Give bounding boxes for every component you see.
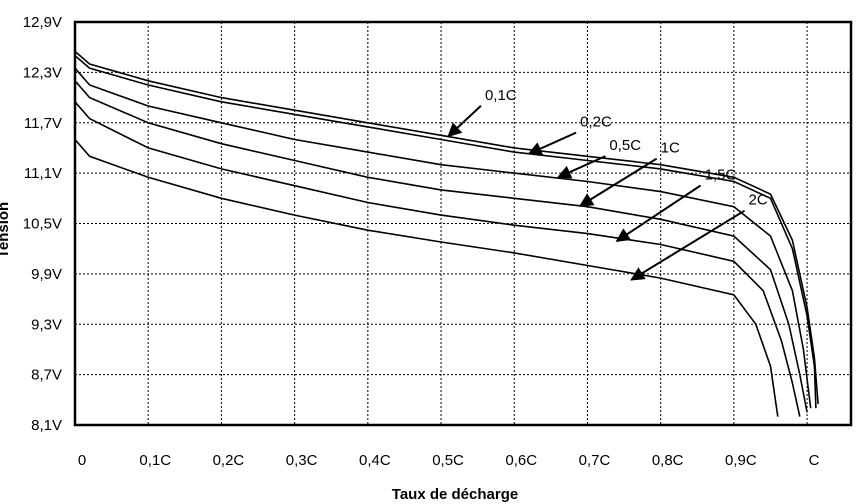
- x-axis-title: Taux de décharge: [392, 486, 518, 503]
- series-label-1: 0,1C: [485, 87, 517, 104]
- x-tick-label: 0,5C: [432, 452, 464, 469]
- x-tick-labels: 0 0,1C 0,2C 0,3C 0,4C 0,5C 0,6C 0,7C 0,8C 0,9C C: [78, 452, 820, 469]
- y-tick-label: 10,5V: [23, 216, 62, 233]
- series-label-4: 1C: [661, 140, 680, 157]
- x-tick-label: 0: [78, 452, 86, 469]
- series-labels: 0,1C 0,2C 0,5C 1C 1,5C 2C: [447, 87, 768, 281]
- series-arrow-4: [578, 157, 658, 207]
- x-tick-label: 0,9C: [725, 452, 757, 469]
- plot-frame: [73, 20, 853, 427]
- y-tick-label: 8,7V: [31, 367, 62, 384]
- series-label-3: 0,5C: [609, 137, 641, 154]
- x-tick-label: 0,7C: [579, 452, 611, 469]
- y-tick-label: 11,7V: [24, 115, 62, 132]
- x-tick-label: 0,3C: [286, 452, 318, 469]
- series-arrow-2: [527, 131, 577, 156]
- y-axis-title: Tension: [0, 202, 12, 258]
- grid: [75, 22, 851, 425]
- x-tick-label: 0,6C: [505, 452, 537, 469]
- series-arrow-6: [630, 209, 746, 281]
- y-tick-label: 9,3V: [31, 316, 62, 333]
- y-tick-label: 11,1V: [24, 165, 62, 182]
- series-line-4: [74, 80, 808, 413]
- series-label-6: 2C: [749, 192, 768, 209]
- y-tick-label: 9,9V: [31, 266, 62, 283]
- y-tick-label: 8,1V: [31, 417, 62, 434]
- series-arrow-3: [556, 155, 606, 179]
- x-tick-label: 0,4C: [359, 452, 391, 469]
- series-label-2: 0,2C: [580, 114, 612, 131]
- series-line-5: [74, 101, 801, 417]
- x-tick-label: C: [809, 452, 820, 469]
- series-line-1: [74, 50, 819, 405]
- discharge-curves: [74, 50, 819, 417]
- series-line-3: [74, 67, 812, 409]
- y-tick-label: 12,9V: [23, 14, 62, 31]
- series-line-2: [74, 54, 817, 409]
- series-arrow-5: [615, 184, 702, 242]
- series-line-6: [74, 138, 779, 417]
- x-tick-label: 0,1C: [139, 452, 171, 469]
- series-arrow-1: [447, 105, 482, 138]
- y-tick-labels: 8,1V 8,7V 9,3V 9,9V 10,5V 11,1V 11,7V 12,3V 12,9…: [23, 14, 62, 434]
- x-tick-label: 0,8C: [652, 452, 684, 469]
- x-tick-label: 0,2C: [213, 452, 245, 469]
- series-label-5: 1,5C: [705, 167, 737, 184]
- y-tick-label: 12,3V: [23, 64, 62, 81]
